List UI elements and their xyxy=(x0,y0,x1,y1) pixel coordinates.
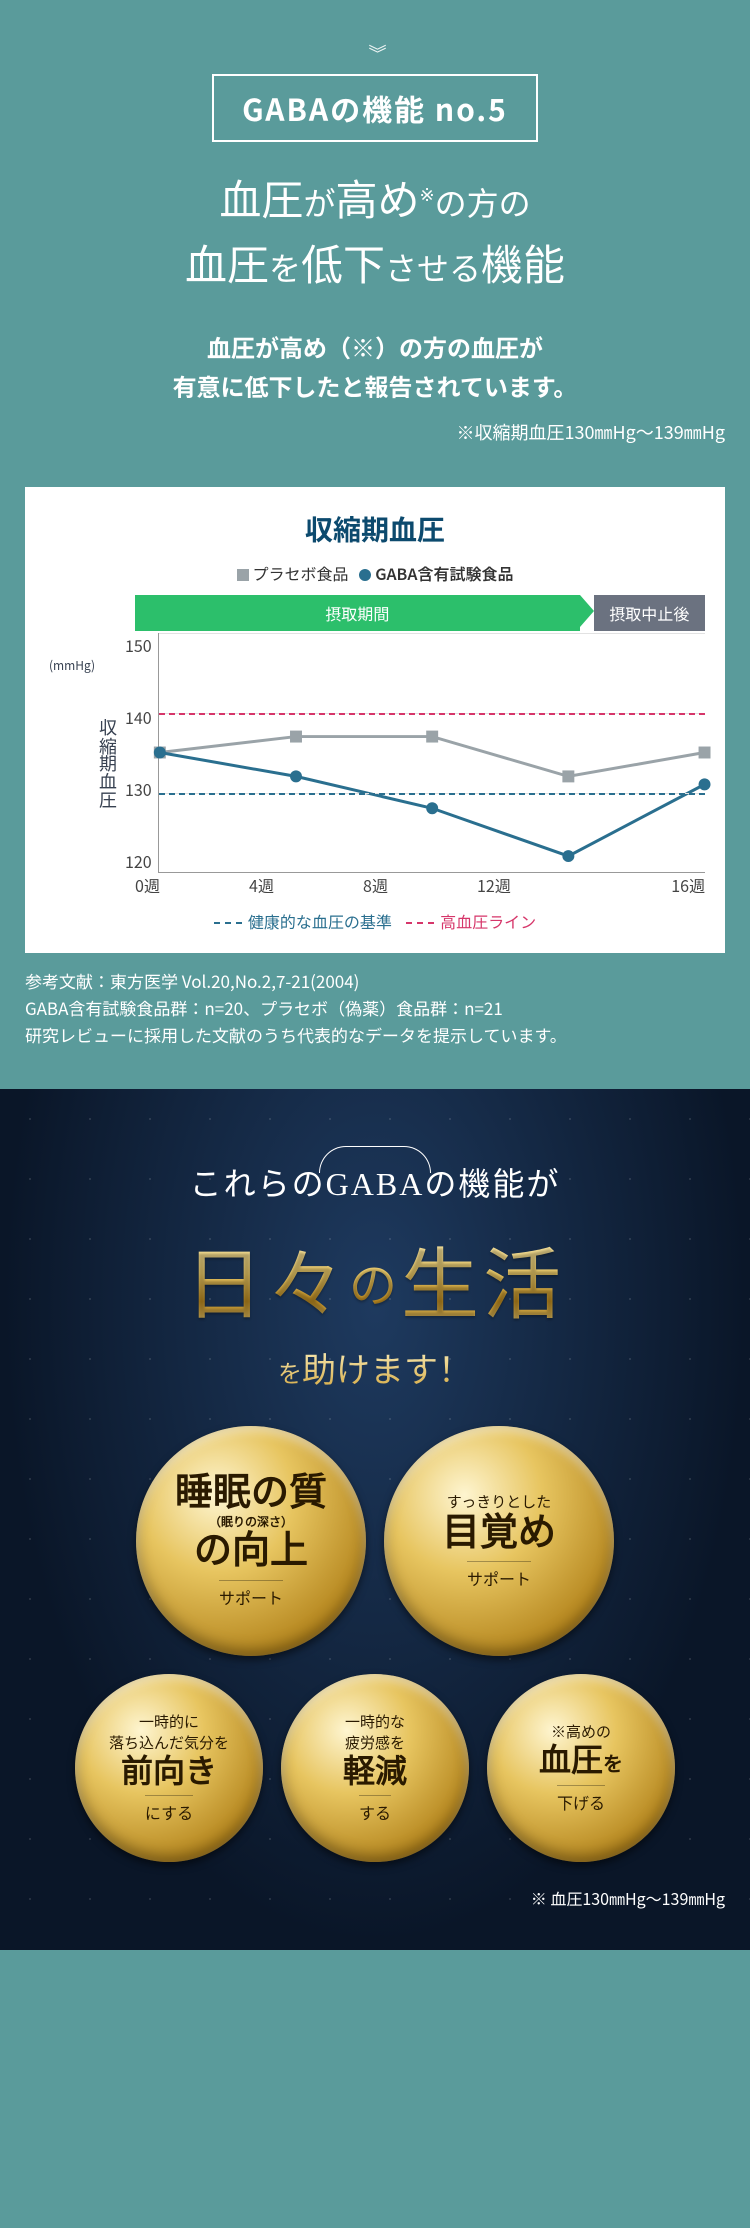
coins-row-top: 睡眠の質（眠りの深さ）の向上サポートすっきりとした目覚めサポート xyxy=(25,1426,725,1656)
dark-section: これらのGABAの機能が 日々の生活 を助けます！ 睡眠の質（眠りの深さ）の向上… xyxy=(0,1089,750,1950)
x-ticks: 0週4週8週12週16週 xyxy=(135,873,705,897)
main-heading: 血圧が高め※の方の 血圧を低下させる機能 xyxy=(25,170,725,300)
period-bar: 摂取期間 摂取中止後 xyxy=(135,595,705,631)
benefit-coin: 一時的な 疲労感を軽減する xyxy=(281,1674,469,1862)
chart-title: 収縮期血圧 xyxy=(45,509,705,549)
chart-plot: 収縮期血圧(mmHg) 150140130120 xyxy=(45,633,705,873)
benefit-coin: 一時的に 落ち込んだ気分を前向きにする xyxy=(75,1674,263,1862)
gold-heading: 日々の生活 xyxy=(25,1223,725,1335)
y-ticks: 150140130120 xyxy=(125,633,158,873)
top-section: ︾ GABAの機能 no.5 血圧が高め※の方の 血圧を低下させる機能 血圧が高… xyxy=(0,0,750,487)
period-intake: 摂取期間 xyxy=(135,595,580,631)
chart-card: 収縮期血圧 プラセボ食品 GABA含有試験食品 摂取期間 摂取中止後 収縮期血圧… xyxy=(25,487,725,953)
dark-note: ※ 血圧130㎜Hg～139㎜Hg xyxy=(25,1886,725,1910)
chart-svg xyxy=(159,633,705,872)
y-axis-label: 収縮期血圧(mmHg) xyxy=(45,633,125,873)
references: 参考文献：東方医学 Vol.20,No.2,7-21(2004)GABA含有試験… xyxy=(0,967,750,1089)
dark-heading: これらのGABAの機能が xyxy=(25,1159,725,1205)
chevron-down-icon: ︾ xyxy=(25,40,725,66)
dark-sub-heading: を助けます！ xyxy=(25,1343,725,1392)
title-box: GABAの機能 no.5 xyxy=(212,74,538,142)
sub-heading: 血圧が高め（※）の方の血圧が有意に低下したと報告されています。 xyxy=(25,328,725,405)
benefit-coin: 睡眠の質（眠りの深さ）の向上サポート xyxy=(136,1426,366,1656)
period-after: 摂取中止後 xyxy=(594,595,705,631)
legend-bottom: 健康的な血圧の基準 高血圧ライン xyxy=(45,909,705,933)
legend-top: プラセボ食品 GABA含有試験食品 xyxy=(45,561,705,585)
top-note: ※収縮期血圧130㎜Hg～139㎜Hg xyxy=(25,419,725,445)
coins-row-bottom: 一時的に 落ち込んだ気分を前向きにする一時的な 疲労感を軽減する※高めの血圧を下… xyxy=(25,1674,725,1862)
benefit-coin: すっきりとした目覚めサポート xyxy=(384,1426,614,1656)
plot-area xyxy=(158,633,705,873)
benefit-coin: ※高めの血圧を下げる xyxy=(487,1674,675,1862)
